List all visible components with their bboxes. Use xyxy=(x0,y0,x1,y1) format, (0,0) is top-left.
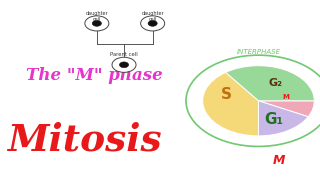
Text: G₂: G₂ xyxy=(269,78,283,88)
Wedge shape xyxy=(226,66,314,101)
Text: The "M" phase: The "M" phase xyxy=(26,67,162,84)
Wedge shape xyxy=(259,101,314,117)
Wedge shape xyxy=(259,101,308,136)
Text: M: M xyxy=(282,94,289,100)
Wedge shape xyxy=(203,72,259,136)
Text: daughter
cell: daughter cell xyxy=(141,11,164,22)
Text: S: S xyxy=(221,87,232,102)
Circle shape xyxy=(112,57,136,72)
Text: Mitosis: Mitosis xyxy=(7,122,161,159)
Text: daughter
cell: daughter cell xyxy=(85,11,108,22)
Circle shape xyxy=(92,21,101,26)
Text: M: M xyxy=(273,154,285,167)
Circle shape xyxy=(119,62,129,68)
Circle shape xyxy=(148,21,157,26)
Text: Parent cell: Parent cell xyxy=(110,52,138,57)
Circle shape xyxy=(140,16,165,31)
Text: INTERPHASE: INTERPHASE xyxy=(236,50,281,55)
Circle shape xyxy=(85,16,109,31)
Text: G₁: G₁ xyxy=(264,112,283,127)
